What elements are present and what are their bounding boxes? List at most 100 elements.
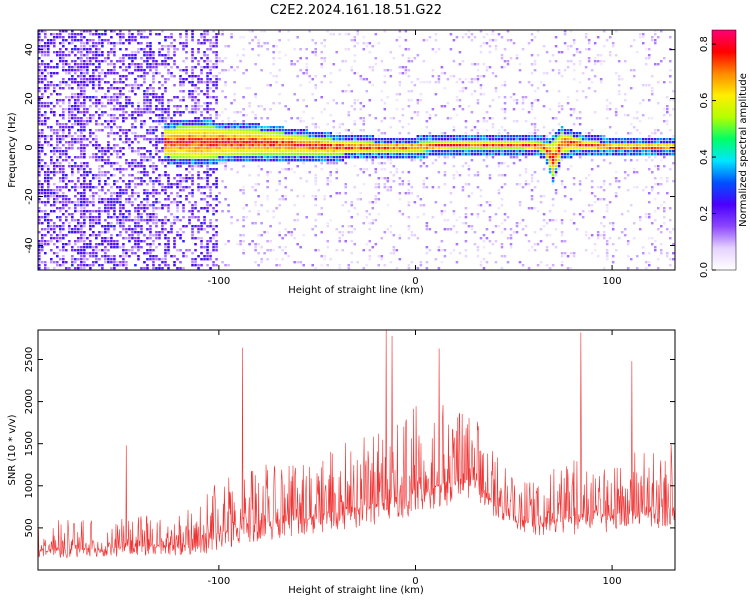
spectrogram-cell [110,261,113,264]
spectrogram-cell [311,228,314,231]
spectrogram-cell [182,240,185,243]
spectrogram-cell [347,147,351,150]
spectrogram-cell [179,267,182,270]
spectrogram-cell [197,228,200,231]
spectrogram-cell [161,141,164,144]
spectrogram-cell [41,159,44,162]
spectrogram-cell [197,189,200,192]
spectrogram-cell [56,36,59,39]
spectrogram-cell [488,174,492,177]
spectrogram-cell [71,216,74,219]
spectrogram-cell [140,204,143,207]
spectrogram-cell [179,156,182,159]
spectrogram-cell [347,135,351,138]
spectrogram-cell [44,153,47,156]
spectrogram-cell [170,138,173,141]
spectrogram-cell [332,159,336,162]
spectrogram-cell [197,171,200,174]
spectrogram-cell [182,204,185,207]
spectrogram-cell [257,153,260,156]
spectrogram-cell [206,54,209,57]
spectrogram-cell [122,111,125,114]
spectrogram-cell [158,264,161,267]
spectrogram-cell [224,132,227,135]
spectrogram-cell [95,60,98,63]
spectrogram-cell [38,210,41,213]
spectrogram-cell [122,252,125,255]
spectrogram-cell [383,153,387,156]
spectrogram-cell [113,147,116,150]
spectrogram-cell [368,150,372,153]
spectrogram-cell [518,201,522,204]
spectrogram-cell [320,159,323,162]
spectrogram-cell [101,171,104,174]
spectrogram-cell [548,171,552,174]
spectrogram-cell [191,168,194,171]
spectrogram-cell [494,75,498,78]
spectrogram-cell [500,135,504,138]
spectrogram-cell [164,219,167,222]
spectrogram-cell [308,81,311,84]
spectrogram-cell [398,183,402,186]
spectrogram-cell [101,60,104,63]
spectrogram-cell [74,33,77,36]
spectrogram-cell [158,231,161,234]
spectrogram-cell [182,42,185,45]
spectrogram-cell [92,231,95,234]
spectrogram-cell [194,153,197,156]
spectrogram-cell [317,153,320,156]
spectrogram-cell [362,222,366,225]
spectrogram-cell [494,90,498,93]
spectrogram-cell [77,210,80,213]
spectrogram-cell [155,72,158,75]
spectrogram-cell [80,192,83,195]
spectrogram-cell [350,138,354,141]
spectrogram-cell [167,204,170,207]
spectrogram-cell [152,66,155,69]
spectrogram-cell [77,156,80,159]
spectrogram-cell [182,156,185,159]
spectrogram-cell [509,228,513,231]
spectrogram-cell [422,204,426,207]
spectrogram-cell [356,213,360,216]
spectrogram-cell [302,72,305,75]
spectrogram-cell [74,258,77,261]
spectrogram-cell [200,114,203,117]
spectrogram-cell [137,234,140,237]
spectrogram-cell [86,144,89,147]
spectrogram-cell [110,192,113,195]
spectrogram-cell [38,90,41,93]
spectrogram-cell [47,231,50,234]
spectrogram-cell [155,177,158,180]
spectrogram-cell [314,159,317,162]
spectrogram-cell [266,159,269,162]
spectrogram-cell [41,144,44,147]
spectrogram-cell [497,207,501,210]
spectrogram-cell [56,192,59,195]
spectrogram-cell [80,201,83,204]
spectrogram-cell [68,228,71,231]
spectrogram-cell [251,156,254,159]
spectrogram-cell [545,249,549,252]
spectrogram-cell [539,150,543,153]
spectrogram-cell [155,108,158,111]
spectrogram-cell [545,159,549,162]
spectrogram-cell [185,249,188,252]
spectrogram-cell [164,204,167,207]
spectrogram-cell [59,36,62,39]
spectrogram-cell [383,144,387,147]
spectrogram-cell [191,93,194,96]
spectrogram-cell [206,177,209,180]
spectrogram-cell [536,99,540,102]
spectrogram-cell [215,144,218,147]
spectrogram-cell [401,66,405,69]
spectrogram-cell [110,186,113,189]
spectrogram-cell [467,225,471,228]
spectrogram-cell [467,147,471,150]
spectrogram-cell [152,192,155,195]
spectrogram-cell [86,246,89,249]
spectrogram-cell [470,144,474,147]
spectrogram-cell [365,156,369,159]
spectrogram-cell [554,117,558,120]
spectrogram-cell [320,207,323,210]
